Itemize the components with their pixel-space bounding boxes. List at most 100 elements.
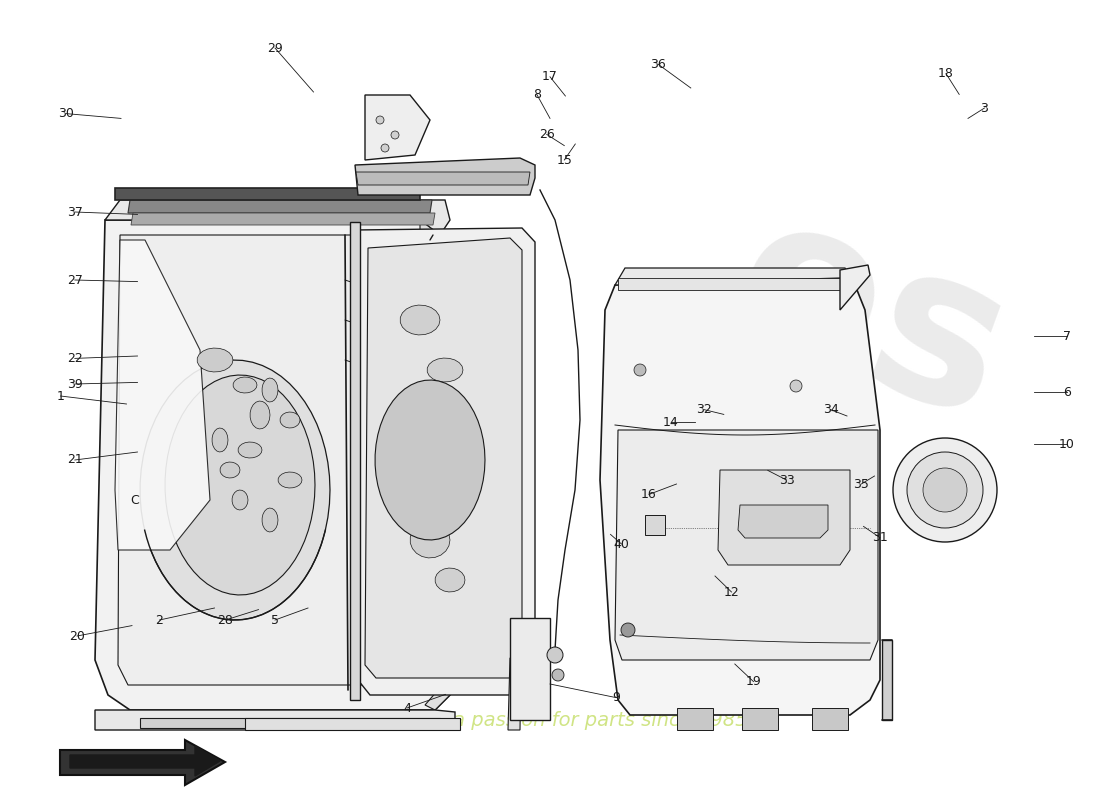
Polygon shape xyxy=(365,238,522,678)
Polygon shape xyxy=(356,172,530,185)
Text: 33: 33 xyxy=(779,474,794,486)
Polygon shape xyxy=(676,708,713,730)
Polygon shape xyxy=(405,478,435,502)
Text: 35: 35 xyxy=(854,478,869,490)
Polygon shape xyxy=(400,305,440,335)
Polygon shape xyxy=(882,640,892,720)
Circle shape xyxy=(376,116,384,124)
Polygon shape xyxy=(95,710,455,730)
Polygon shape xyxy=(233,377,257,393)
Polygon shape xyxy=(645,515,665,535)
Polygon shape xyxy=(116,188,420,200)
Circle shape xyxy=(547,647,563,663)
Text: 16: 16 xyxy=(641,488,657,501)
Polygon shape xyxy=(95,220,450,710)
Circle shape xyxy=(893,438,997,542)
Polygon shape xyxy=(355,158,535,195)
Text: 18: 18 xyxy=(938,67,954,80)
Polygon shape xyxy=(615,430,878,660)
Text: 34: 34 xyxy=(823,403,838,416)
Polygon shape xyxy=(618,278,850,290)
Polygon shape xyxy=(140,360,330,620)
Polygon shape xyxy=(427,358,463,382)
Text: 1: 1 xyxy=(56,390,65,402)
Text: 40: 40 xyxy=(614,538,629,550)
Text: 22: 22 xyxy=(67,352,82,365)
Polygon shape xyxy=(508,658,521,730)
Text: a passion for parts since 1985: a passion for parts since 1985 xyxy=(453,710,747,730)
Circle shape xyxy=(908,452,983,528)
Text: 36: 36 xyxy=(650,58,666,70)
Polygon shape xyxy=(60,740,226,785)
Circle shape xyxy=(390,131,399,139)
Polygon shape xyxy=(212,428,228,452)
Text: 4: 4 xyxy=(403,702,411,714)
Text: 28: 28 xyxy=(218,614,233,626)
Polygon shape xyxy=(420,220,450,710)
Polygon shape xyxy=(718,470,850,565)
Polygon shape xyxy=(280,412,300,428)
Polygon shape xyxy=(410,522,450,558)
Polygon shape xyxy=(131,213,434,225)
Text: 5: 5 xyxy=(271,614,279,626)
Text: 10: 10 xyxy=(1059,438,1075,450)
Polygon shape xyxy=(262,508,278,532)
Polygon shape xyxy=(116,240,210,550)
Polygon shape xyxy=(232,490,248,510)
Polygon shape xyxy=(615,268,855,285)
Polygon shape xyxy=(448,402,472,438)
Polygon shape xyxy=(365,95,430,160)
Text: 31: 31 xyxy=(872,531,888,544)
Circle shape xyxy=(621,623,635,637)
Polygon shape xyxy=(128,200,432,213)
Polygon shape xyxy=(165,375,315,595)
Polygon shape xyxy=(428,434,452,466)
Text: 29: 29 xyxy=(267,42,283,54)
Text: 26: 26 xyxy=(539,128,554,141)
Polygon shape xyxy=(350,222,360,700)
Polygon shape xyxy=(245,718,460,730)
Polygon shape xyxy=(840,265,870,310)
Text: 12: 12 xyxy=(724,586,739,598)
Polygon shape xyxy=(262,378,278,402)
Polygon shape xyxy=(278,472,303,488)
Polygon shape xyxy=(355,228,535,695)
Text: 15: 15 xyxy=(557,154,572,166)
Polygon shape xyxy=(738,505,828,538)
Text: 30: 30 xyxy=(58,107,74,120)
Text: 9: 9 xyxy=(612,691,620,704)
Text: 3: 3 xyxy=(980,102,989,114)
Polygon shape xyxy=(742,708,778,730)
Polygon shape xyxy=(70,746,220,776)
Polygon shape xyxy=(104,200,450,235)
Polygon shape xyxy=(375,380,485,540)
Polygon shape xyxy=(510,618,550,720)
Text: 6: 6 xyxy=(1063,386,1071,398)
Circle shape xyxy=(552,669,564,681)
Text: 39: 39 xyxy=(67,378,82,390)
Text: 32: 32 xyxy=(696,403,712,416)
Circle shape xyxy=(790,380,802,392)
Polygon shape xyxy=(197,348,233,372)
Text: 19: 19 xyxy=(746,675,761,688)
Text: 7: 7 xyxy=(1063,330,1071,342)
Polygon shape xyxy=(437,485,473,515)
Text: C: C xyxy=(131,494,140,506)
Polygon shape xyxy=(400,390,430,430)
Polygon shape xyxy=(812,708,848,730)
Text: 14: 14 xyxy=(663,416,679,429)
Text: 37: 37 xyxy=(67,206,82,218)
Text: es: es xyxy=(705,175,1034,465)
Polygon shape xyxy=(600,278,880,715)
Text: 17: 17 xyxy=(542,70,558,83)
Text: 20: 20 xyxy=(69,630,85,642)
Polygon shape xyxy=(239,442,262,458)
Polygon shape xyxy=(140,718,440,728)
Text: 2: 2 xyxy=(155,614,164,626)
Text: 27: 27 xyxy=(67,274,82,286)
Circle shape xyxy=(923,468,967,512)
Text: 8: 8 xyxy=(532,88,541,101)
Polygon shape xyxy=(436,568,465,592)
Circle shape xyxy=(634,364,646,376)
Circle shape xyxy=(381,144,389,152)
